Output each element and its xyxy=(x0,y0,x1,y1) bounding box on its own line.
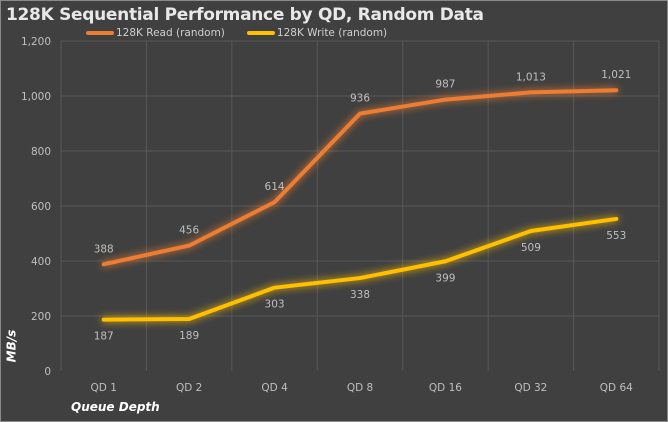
data-label: 1,021 xyxy=(601,69,631,81)
x-tick-label: QD 64 xyxy=(600,382,633,394)
y-tick-label: 0 xyxy=(44,366,51,378)
x-tick-label: QD 16 xyxy=(429,382,462,394)
y-tick-label: 600 xyxy=(31,201,51,213)
data-label: 388 xyxy=(94,243,114,255)
x-tick-label: QD 8 xyxy=(347,382,373,394)
x-axis-title: Queue Depth xyxy=(71,400,160,414)
data-label: 509 xyxy=(521,242,541,254)
data-label: 987 xyxy=(435,79,455,91)
legend-item-write: 128K Write (random) xyxy=(246,27,388,39)
data-label: 614 xyxy=(265,181,285,193)
legend-label-write: 128K Write (random) xyxy=(276,27,388,39)
y-tick-label: 800 xyxy=(31,146,51,158)
x-tick-label: QD 32 xyxy=(514,382,547,394)
series-line-read xyxy=(101,88,619,267)
x-tick-label: QD 2 xyxy=(176,382,202,394)
data-label: 936 xyxy=(350,93,370,105)
data-label: 187 xyxy=(94,331,114,343)
chart-title: 128K Sequential Performance by QD, Rando… xyxy=(6,5,484,25)
data-label: 303 xyxy=(265,299,285,311)
data-label: 338 xyxy=(350,289,370,301)
data-label: 456 xyxy=(179,225,199,237)
legend-label-read: 128K Read (random) xyxy=(116,27,225,39)
x-tick-label: QD 1 xyxy=(91,382,117,394)
data-label: 189 xyxy=(179,330,199,342)
legend-swatch-write xyxy=(246,31,275,35)
data-label: 399 xyxy=(435,272,455,284)
x-tick-label: QD 4 xyxy=(261,382,288,394)
series-line-write xyxy=(101,216,619,322)
legend: 128K Read (random) 128K Write (random) xyxy=(86,27,387,39)
data-label: 1,013 xyxy=(516,71,546,83)
y-tick-label: 400 xyxy=(31,256,51,268)
y-tick-label: 1,000 xyxy=(21,91,51,103)
y-axis-title: MB/s xyxy=(4,329,19,363)
y-tick-label: 200 xyxy=(31,311,51,323)
legend-swatch-read xyxy=(86,31,114,35)
data-label: 553 xyxy=(606,230,626,242)
legend-item-read: 128K Read (random) xyxy=(86,27,225,39)
y-tick-label: 1,200 xyxy=(21,36,51,48)
